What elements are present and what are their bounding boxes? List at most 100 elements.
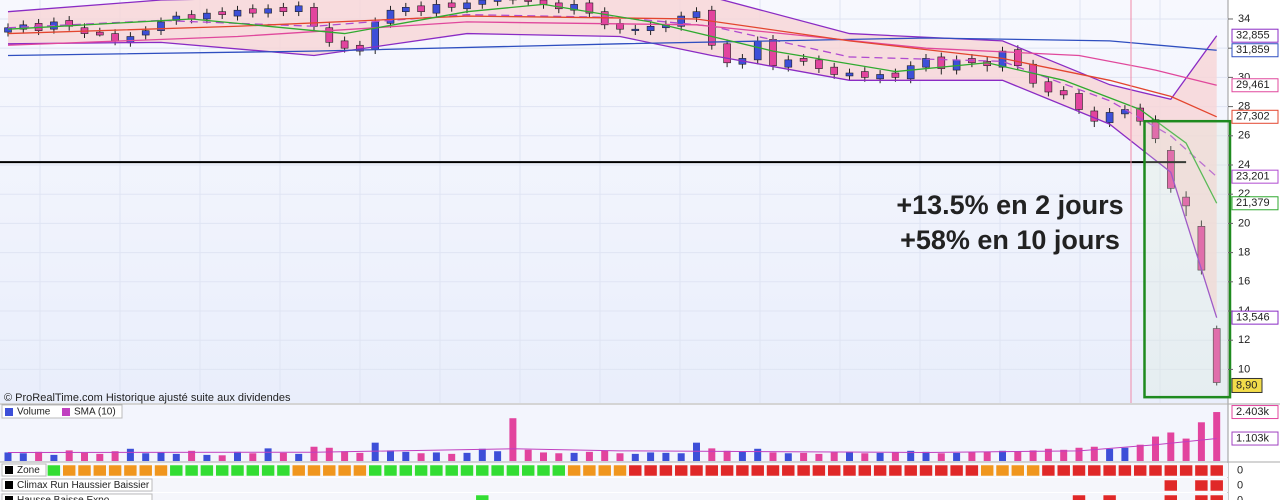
volume-bar (1213, 412, 1221, 461)
strip-cell (460, 464, 474, 477)
candle-body (249, 8, 257, 14)
legend-label: SMA (10) (74, 407, 116, 418)
candle-body (1013, 49, 1022, 67)
volume-bar (111, 451, 119, 461)
strip-label: Zone (17, 465, 40, 476)
strip-cell (980, 464, 994, 477)
strip-layer: Zone Climax Run Haussier Baissier Hausse B… (0, 463, 1228, 500)
strip-cell (1194, 494, 1209, 500)
volume-bar (1014, 451, 1022, 461)
right-axis (1228, 0, 1280, 500)
annotation: +58% en 10 jours (900, 225, 1120, 255)
volume-bar (677, 453, 685, 461)
strip-cell (1209, 464, 1224, 477)
volume-bar (693, 442, 700, 461)
indicator-line (7, 15, 1217, 118)
y-tick-label: 20 (1238, 217, 1250, 229)
candle-body (646, 25, 655, 31)
strip-cell (674, 464, 688, 477)
axis-layer: 1012141618202224262830323432,85531,85929… (1228, 13, 1279, 500)
strip-cell (536, 464, 551, 477)
volume-bar (310, 446, 318, 461)
volume-bar (19, 453, 27, 461)
candle-body (799, 58, 808, 62)
volume-bar (249, 453, 257, 461)
volume-bar (953, 452, 961, 461)
volume-bar (1167, 432, 1175, 461)
candle-body (279, 7, 288, 12)
volume-bar (876, 452, 884, 461)
strip-cell (1179, 464, 1193, 477)
volume-bar (1106, 448, 1114, 461)
volume-bar (1060, 449, 1068, 461)
volume-bar (356, 452, 364, 461)
volume-bar (494, 451, 502, 461)
strip-cell (903, 464, 918, 477)
candle-body (585, 2, 594, 14)
strip-cell (567, 464, 581, 477)
strip-cell (1072, 494, 1086, 500)
y-tick-label: 34 (1238, 13, 1250, 25)
strip-cell (949, 464, 964, 477)
strip-cell (215, 464, 229, 477)
candle-body (1044, 81, 1053, 93)
candle-body (1075, 93, 1083, 110)
strip-cell (705, 464, 719, 477)
candle-body (937, 56, 946, 69)
strip-cell (812, 464, 826, 477)
strip-cell (582, 464, 597, 477)
strip-cell (842, 464, 857, 477)
strip-cell (659, 464, 673, 477)
volume-bar (1121, 447, 1129, 461)
candle-body (524, 0, 533, 2)
volume-tag-box (1231, 405, 1279, 420)
strip-cell (47, 464, 61, 477)
candle-body (340, 40, 349, 49)
source-note: © ProRealTime.com Historique ajusté suit… (4, 392, 291, 404)
candle-body (218, 11, 226, 15)
strip-cell (414, 464, 428, 477)
candle-body (1105, 112, 1114, 123)
strip-cell (552, 464, 566, 477)
volume-bar (157, 452, 165, 461)
strip-cell (429, 464, 444, 477)
strip-label-swatch (5, 466, 13, 474)
volume-bar (1197, 422, 1205, 461)
strip-cell (643, 464, 658, 477)
candle-body (753, 40, 762, 61)
volume-bar (126, 448, 134, 461)
price-layer: +13.5% en 2 jours +58% en 10 jours © ProRe… (0, 0, 1232, 404)
candle-body (707, 9, 716, 46)
volume-bar (524, 449, 532, 461)
strip-level: 0 (1237, 464, 1243, 476)
volume-bar (540, 452, 547, 461)
volume-bar (463, 452, 471, 461)
strip-cell (766, 464, 780, 477)
candle-body (692, 11, 701, 18)
strip-cell (322, 464, 337, 477)
strip-cell (934, 464, 949, 477)
strip-cell (965, 464, 979, 477)
strip-bg (0, 493, 1228, 500)
strip-cell (1041, 464, 1056, 477)
strip-label-bg (1, 493, 153, 500)
candle-body (233, 9, 242, 17)
candle-body (4, 27, 12, 33)
strip-cell (261, 464, 275, 477)
volume-bar (295, 453, 303, 461)
strip-cell (827, 464, 841, 477)
candle-body (203, 12, 211, 20)
candle-body (539, 0, 548, 5)
strip-cell (184, 464, 199, 477)
strip-cell (368, 464, 382, 477)
candle-body (187, 14, 196, 20)
volume-bar (631, 453, 639, 461)
volume-bar (585, 451, 593, 461)
price-tag: 13,546 (1236, 312, 1270, 324)
strip-cell (230, 464, 245, 477)
strip-label-swatch (5, 496, 13, 500)
strip-cell (169, 464, 184, 477)
candle-body (294, 5, 303, 12)
volume-bar (830, 452, 838, 461)
strip-cell (1164, 494, 1178, 500)
